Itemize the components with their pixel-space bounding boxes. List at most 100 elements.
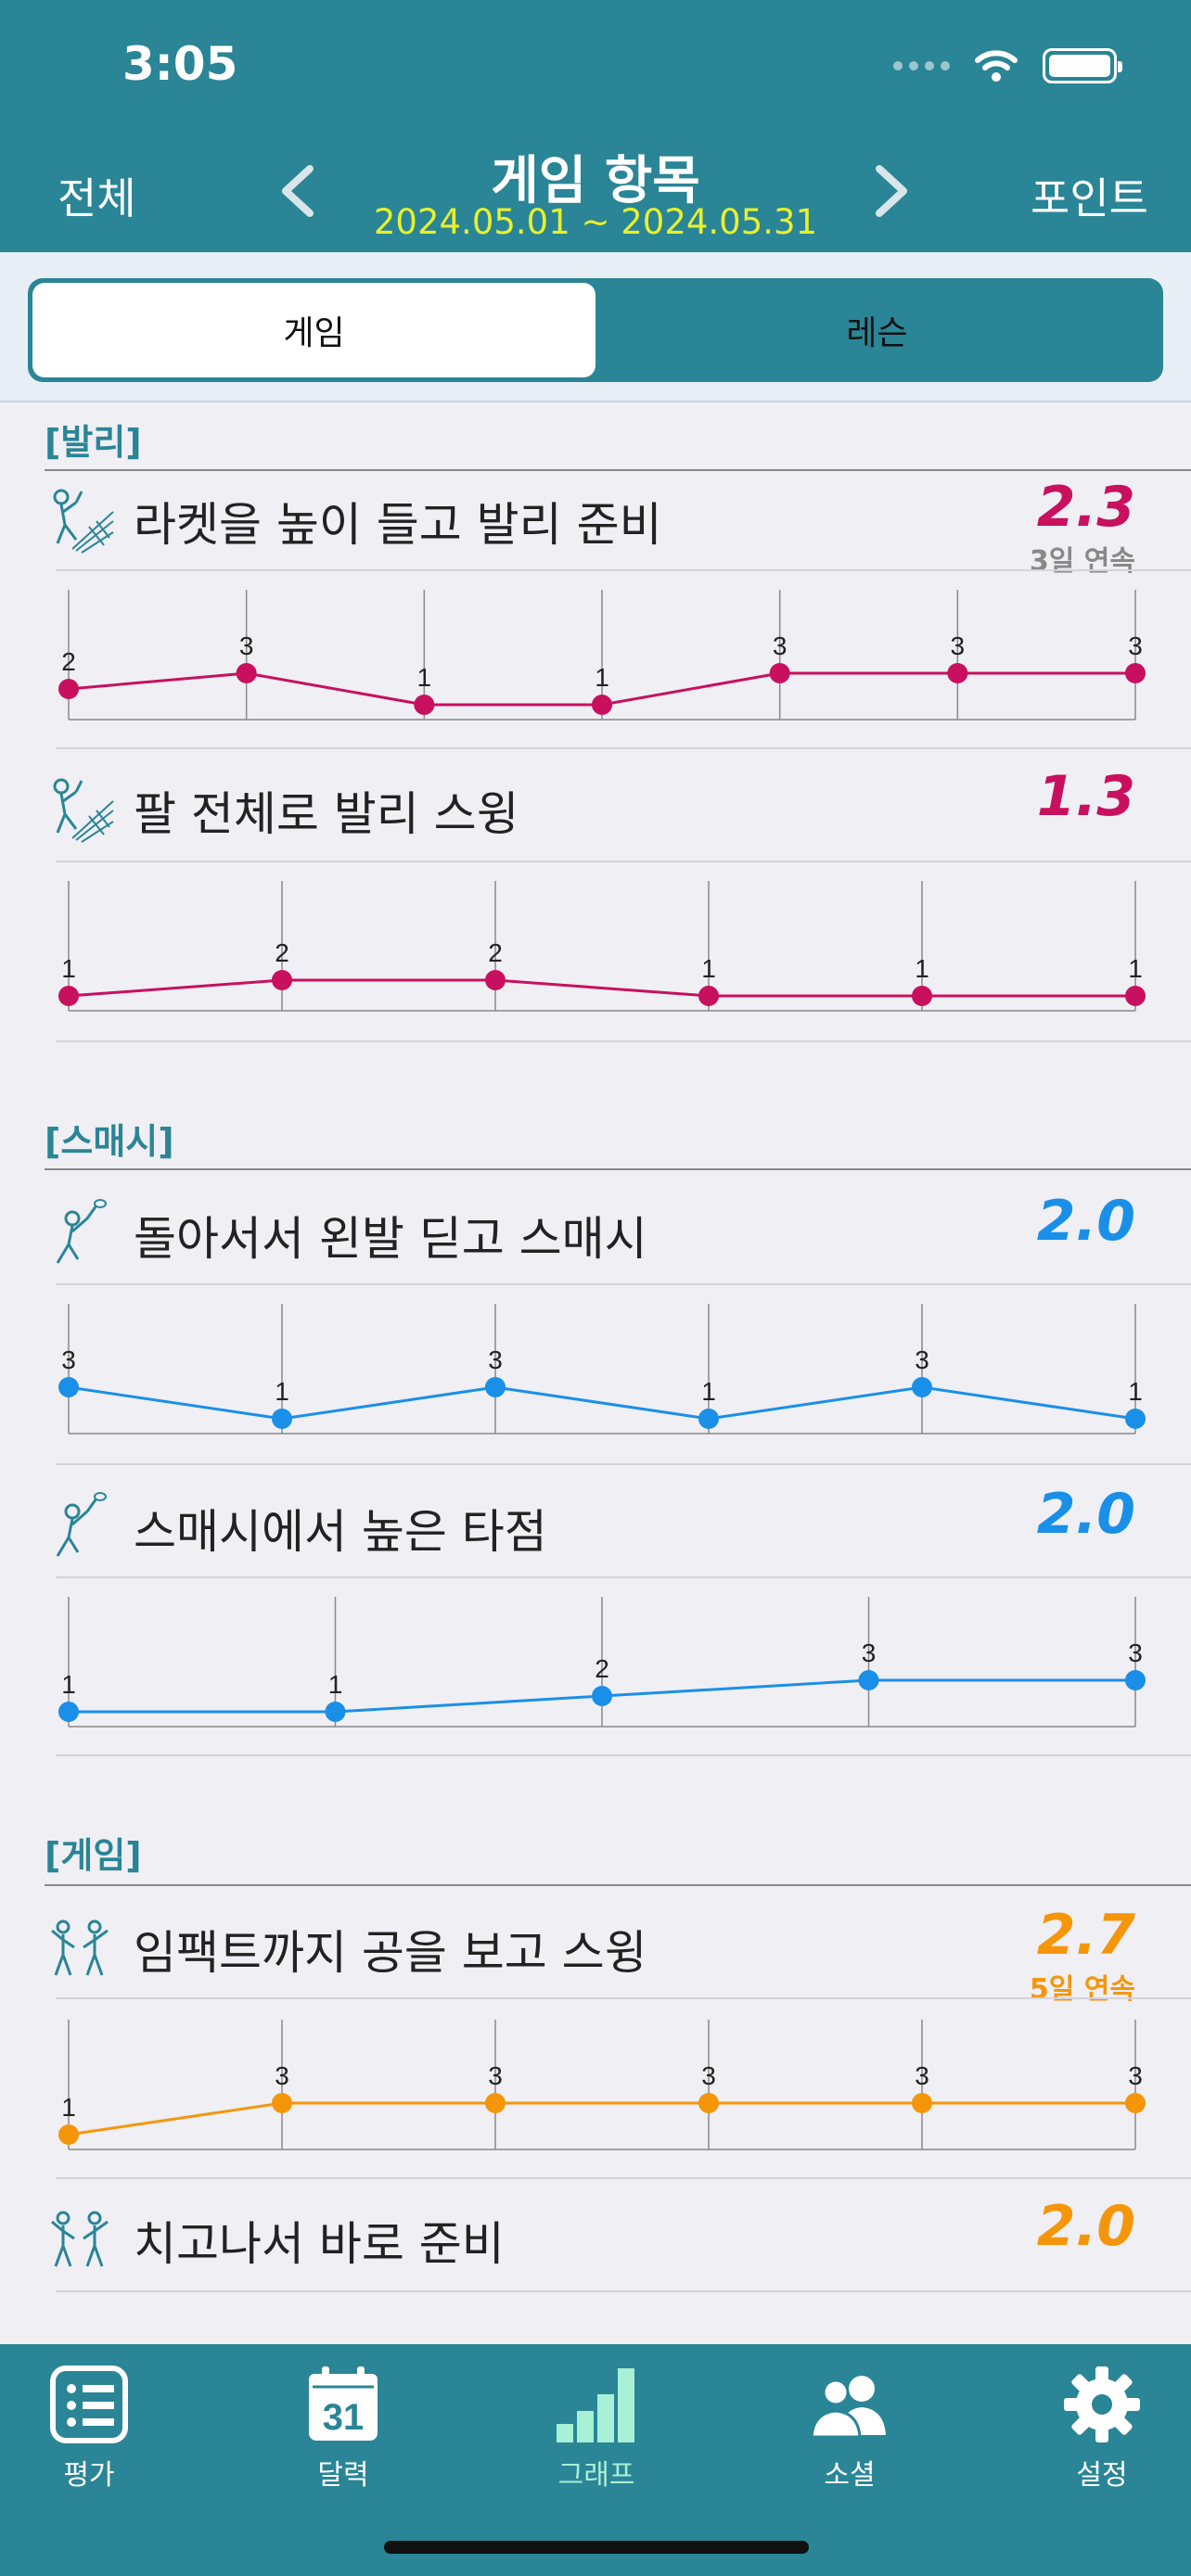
row-divider — [56, 1997, 1191, 1999]
list-item[interactable]: 팔 전체로 발리 스윙 1.3 — [45, 755, 1191, 857]
data-label: 1 — [701, 954, 716, 983]
data-point — [698, 2093, 719, 2113]
tab-label: 그래프 — [557, 2459, 635, 2492]
data-point — [1125, 1670, 1146, 1690]
data-point — [58, 1377, 79, 1397]
points-button[interactable]: 포인트 — [1031, 173, 1148, 223]
tab-label: 평가 — [63, 2459, 115, 2492]
series-line — [68, 978, 1135, 998]
row-divider — [56, 1040, 1191, 1042]
data-label: 3 — [862, 1639, 877, 1667]
row-divider — [56, 1754, 1191, 1756]
data-label: 3 — [951, 631, 966, 660]
data-label: 3 — [488, 1345, 503, 1374]
date-range: 2024.05.01 ~ 2024.05.31 — [373, 202, 818, 242]
data-point — [272, 1409, 292, 1429]
data-point — [592, 1686, 612, 1706]
chevron-left-icon[interactable] — [276, 163, 317, 219]
data-label: 3 — [1128, 1639, 1143, 1667]
item-label: 팔 전체로 발리 스윙 — [134, 787, 519, 841]
data-point — [912, 986, 932, 1006]
tab-graph[interactable]: 그래프 — [522, 2363, 671, 2493]
tab-calendar[interactable]: 31 달력 — [269, 2363, 417, 2493]
tab-label: 달력 — [317, 2459, 369, 2492]
list-item[interactable]: 돌아서서 왼발 딛고 스매시 2.0 — [45, 1180, 1191, 1282]
score-chart: 3 1 3 1 3 1 — [58, 1304, 1146, 1435]
row-divider — [56, 2290, 1191, 2292]
data-point — [58, 679, 79, 699]
data-label: 3 — [1128, 2061, 1143, 2090]
tab-settings[interactable]: 설정 — [1028, 2363, 1176, 2493]
cellular-signal-icon — [893, 61, 950, 70]
data-point — [236, 663, 257, 683]
item-label: 라켓을 높이 들고 발리 준비 — [134, 498, 662, 552]
data-label: 1 — [915, 954, 929, 983]
data-point — [272, 2093, 292, 2113]
data-label: 3 — [915, 2061, 929, 2090]
gear-icon — [1064, 2366, 1140, 2442]
row-divider — [56, 861, 1191, 862]
data-point — [485, 1377, 506, 1397]
row-divider — [56, 747, 1191, 749]
item-label: 스매시에서 높은 타점 — [134, 1505, 547, 1559]
doubles-players-icon — [51, 2211, 109, 2267]
segmented-control: 게임 레슨 — [28, 278, 1163, 382]
item-score: 2.0 — [1036, 1189, 1135, 1254]
tab-lesson[interactable]: 레슨 — [846, 314, 908, 352]
calendar-badge: 31 — [323, 2397, 365, 2438]
data-label: 1 — [1128, 954, 1143, 983]
item-score: 1.3 — [1036, 764, 1135, 829]
doubles-players-icon — [51, 1919, 109, 1976]
data-label: 1 — [1128, 1377, 1143, 1406]
wifi-icon — [975, 50, 1018, 82]
volley-player-icon — [53, 489, 114, 554]
item-score: 2.0 — [1036, 1482, 1135, 1547]
data-label: 3 — [488, 2061, 503, 2090]
data-label: 1 — [595, 663, 609, 692]
streak-badge: 5일 연속 — [1029, 1973, 1135, 2006]
series-line — [68, 1385, 1136, 1421]
people-icon — [810, 2376, 886, 2439]
data-point — [485, 970, 506, 990]
tab-evaluation[interactable]: 평가 — [15, 2363, 163, 2493]
chevron-right-icon[interactable] — [872, 163, 913, 219]
volley-player-icon — [53, 778, 114, 843]
tab-label: 소셜 — [824, 2459, 876, 2492]
tab-bar: 평가 31 달력 그래프 소셜 — [0, 2344, 1191, 2576]
item-label: 임팩트까지 공을 보고 스윙 — [134, 1926, 647, 1980]
section-title-volley: [발리] — [45, 422, 142, 463]
smash-player-icon — [56, 1199, 107, 1264]
section-divider — [45, 469, 1191, 471]
status-time: 3:05 — [122, 37, 238, 91]
data-point — [858, 1670, 879, 1690]
tab-game[interactable]: 게임 — [32, 283, 596, 377]
score-chart: 1 2 2 1 1 1 — [58, 881, 1146, 1012]
tab-social[interactable]: 소셜 — [775, 2363, 924, 2493]
data-point — [698, 986, 719, 1006]
data-point — [947, 663, 968, 683]
row-divider — [56, 1463, 1191, 1465]
row-divider — [56, 1283, 1191, 1285]
all-button[interactable]: 전체 — [58, 173, 136, 223]
list-item[interactable]: 스매시에서 높은 타점 2.0 — [45, 1473, 1191, 1575]
score-chart: 1 3 3 3 3 3 — [58, 2020, 1146, 2150]
row-divider — [56, 569, 1191, 571]
score-chart: 2 3 1 1 3 3 3 — [58, 590, 1146, 721]
data-label: 3 — [1128, 631, 1143, 660]
data-label: 1 — [328, 1670, 343, 1699]
data-label: 2 — [275, 938, 289, 967]
data-point — [698, 1409, 719, 1429]
list-item[interactable]: 라켓을 높이 들고 발리 준비 2.3 3일 연속 — [45, 465, 1191, 578]
segment-bar: 게임 레슨 — [0, 252, 1191, 402]
bar-graph-icon — [557, 2368, 634, 2442]
list-item[interactable]: 치고나서 바로 준비 2.0 — [45, 2185, 1191, 2287]
data-label: 1 — [61, 2093, 76, 2122]
data-label: 3 — [915, 1345, 929, 1374]
data-label: 2 — [595, 1654, 609, 1683]
streak-badge: 3일 연속 — [1029, 545, 1135, 578]
data-point — [272, 970, 292, 990]
list-item[interactable]: 임팩트까지 공을 보고 스윙 2.7 5일 연속 — [45, 1894, 1191, 2006]
data-label: 1 — [417, 663, 432, 692]
data-point — [58, 986, 79, 1006]
data-point — [58, 1702, 79, 1722]
